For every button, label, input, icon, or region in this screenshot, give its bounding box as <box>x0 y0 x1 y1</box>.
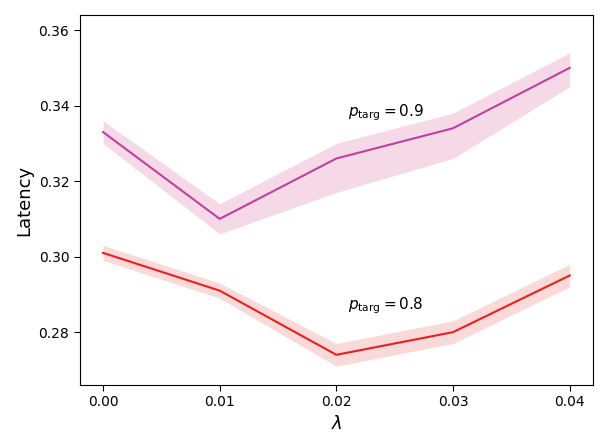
Text: $p_{\mathrm{targ}} = 0.8$: $p_{\mathrm{targ}} = 0.8$ <box>348 295 424 316</box>
X-axis label: $\lambda$: $\lambda$ <box>331 415 342 433</box>
Y-axis label: Latency: Latency <box>15 164 33 236</box>
Text: $p_{\mathrm{targ}} = 0.9$: $p_{\mathrm{targ}} = 0.9$ <box>348 103 424 124</box>
